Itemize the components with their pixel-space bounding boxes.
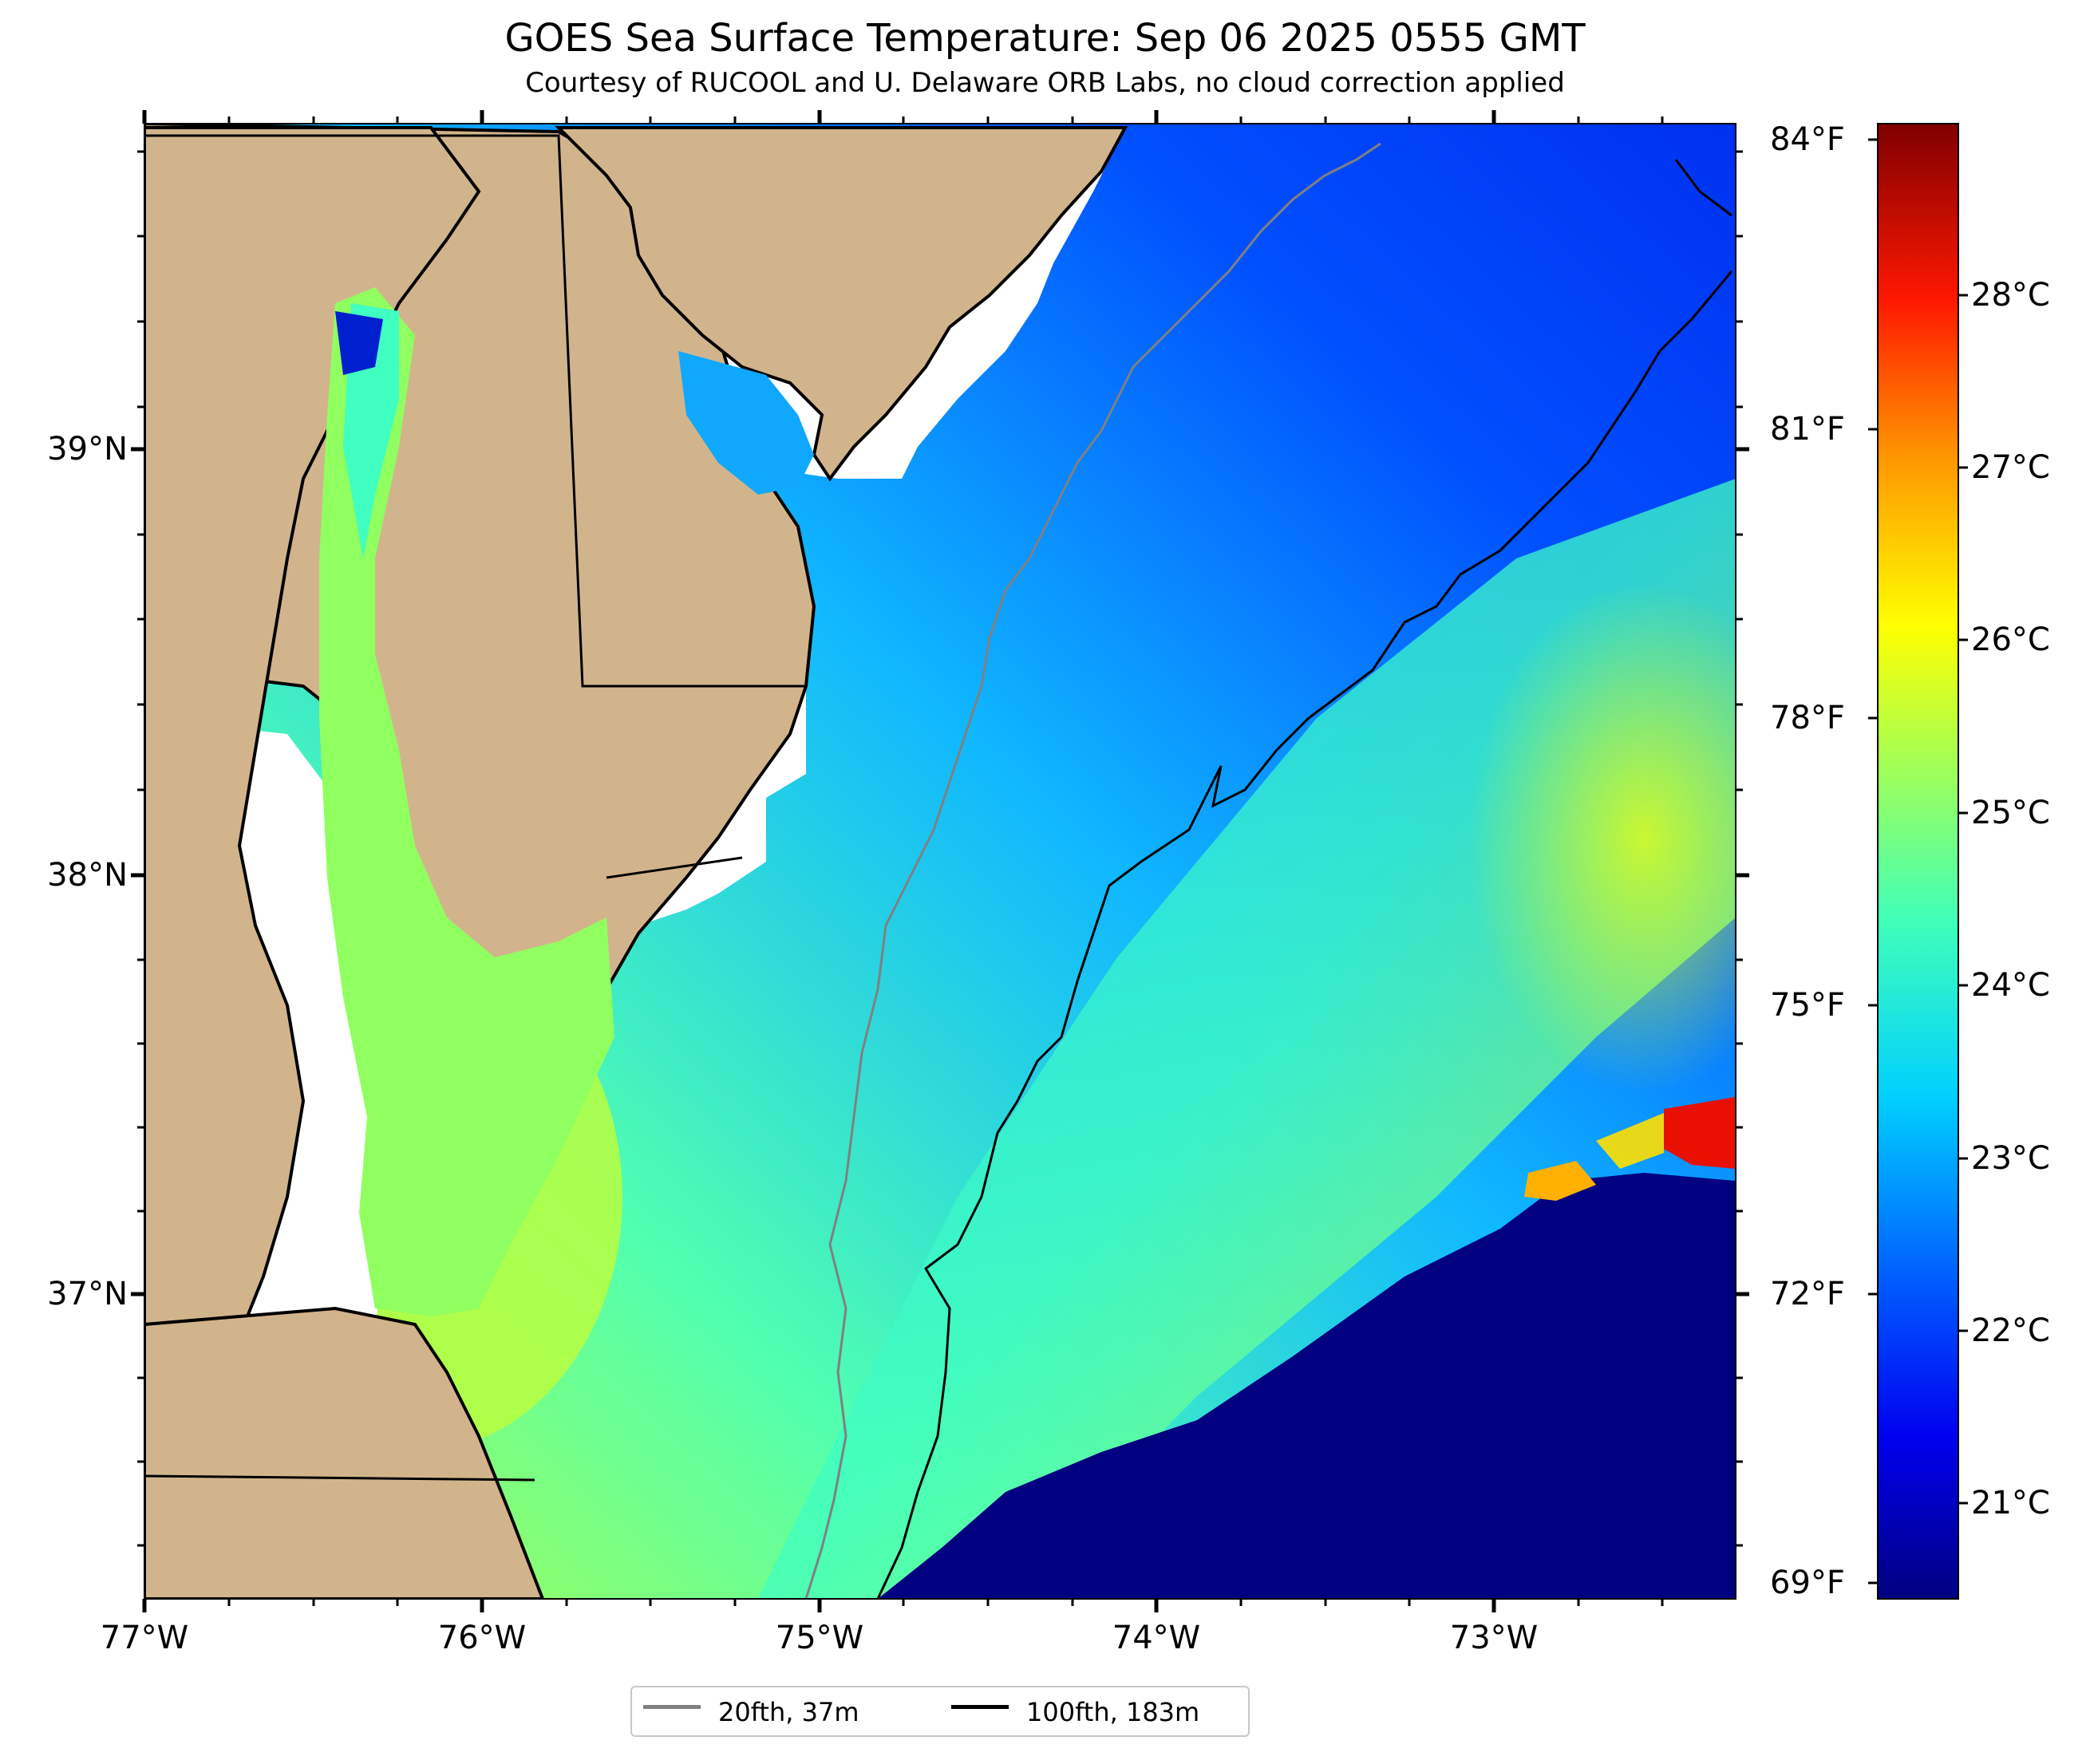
lat-label-38: 38°N xyxy=(47,857,128,894)
degf-label-72: 72°F xyxy=(1770,1276,1845,1312)
lat-label-39: 39°N xyxy=(47,431,128,468)
delaware-bay xyxy=(678,351,814,495)
legend-swatch-100fth xyxy=(951,1705,1009,1709)
colorbar-ticks xyxy=(1958,294,1968,1505)
legend-label-100fth: 100fth, 183m xyxy=(1026,1697,1200,1727)
lon-label-75: 75°W xyxy=(775,1620,864,1656)
lon-ticks xyxy=(142,110,1496,1612)
legend-swatch-20fth xyxy=(643,1705,701,1709)
isobath-20fth xyxy=(804,142,1381,1599)
degf-label-81: 81°F xyxy=(1770,411,1845,448)
map-subtitle: Courtesy of RUCOOL and U. Delaware ORB L… xyxy=(525,67,1565,99)
virginia-landmass xyxy=(144,1306,545,1599)
degc-label-26: 26°C xyxy=(1971,622,2050,658)
map-title: GOES Sea Surface Temperature: Sep 06 202… xyxy=(504,16,1586,61)
degc-label-28: 28°C xyxy=(1971,277,2050,314)
isobath-legend: 20fth, 37m 100fth, 183m xyxy=(630,1686,1250,1737)
degc-label-22: 22°C xyxy=(1971,1312,2050,1349)
warm-eddy xyxy=(1468,582,1736,1093)
degc-label-27: 27°C xyxy=(1971,449,2050,486)
state-border-va-nc xyxy=(144,1474,535,1482)
degf-label-75: 75°F xyxy=(1770,987,1845,1024)
lon-label-73: 73°W xyxy=(1449,1620,1539,1656)
gulf-stream-warm-filament xyxy=(1524,1161,1596,1201)
colorbar xyxy=(1877,123,1959,1600)
degf-label-78: 78°F xyxy=(1770,700,1845,736)
gulf-stream-hot-spot xyxy=(1664,1097,1736,1169)
lon-label-77: 77°W xyxy=(100,1620,189,1656)
upper-bay-cold xyxy=(335,311,383,375)
new-jersey-landmass xyxy=(555,126,1128,482)
map-plot-area xyxy=(144,124,1736,1599)
degc-label-21: 21°C xyxy=(1971,1485,2050,1521)
cold-deep-water xyxy=(878,1173,1736,1599)
lon-label-76: 76°W xyxy=(437,1620,527,1656)
degf-label-84: 84°F xyxy=(1770,121,1845,158)
lon-label-74: 74°W xyxy=(1112,1620,1201,1656)
lat-ticks xyxy=(131,447,1749,1296)
degc-label-24: 24°C xyxy=(1971,967,2050,1004)
state-border-de-md xyxy=(144,134,804,688)
degf-label-69: 69°F xyxy=(1770,1565,1845,1601)
map-frame xyxy=(144,123,1736,1600)
legend-label-20fth: 20fth, 37m xyxy=(718,1697,859,1727)
isobath-100fth xyxy=(876,270,1733,1599)
degc-label-25: 25°C xyxy=(1971,795,2050,831)
lat-label-37: 37°N xyxy=(47,1276,128,1312)
chesapeake-bay xyxy=(319,287,614,1316)
degc-label-23: 23°C xyxy=(1971,1140,2050,1177)
